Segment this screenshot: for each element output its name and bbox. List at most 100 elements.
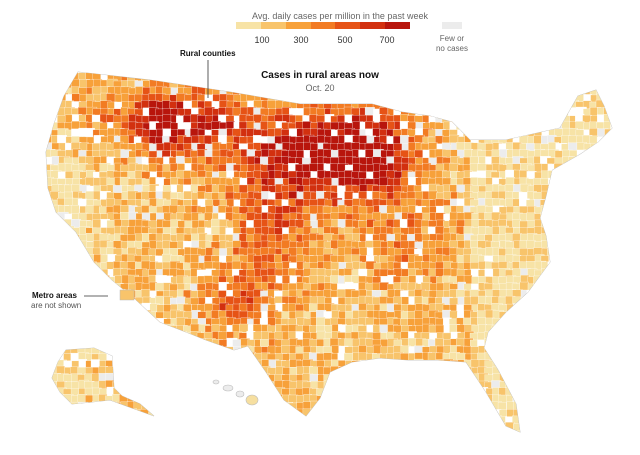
- county-cell: [52, 402, 59, 412]
- county-cell: [246, 234, 255, 243]
- county-cell: [86, 402, 95, 413]
- county-cell: [140, 348, 151, 356]
- county-cell: [610, 148, 612, 158]
- county-cell: [610, 72, 612, 76]
- county-cell: [317, 422, 328, 432]
- county-cell: [141, 415, 152, 427]
- county-cell: [421, 415, 430, 426]
- county-cell: [576, 254, 588, 266]
- county-cell: [568, 374, 579, 383]
- county-cell: [604, 101, 612, 111]
- county-cell: [589, 276, 599, 285]
- county-cell: [610, 164, 612, 173]
- county-cell: [609, 80, 612, 90]
- county-cell: [506, 86, 516, 98]
- county-cell: [547, 310, 558, 322]
- county-cell: [267, 394, 278, 405]
- county-cell: [604, 290, 612, 301]
- county-cell: [576, 268, 587, 279]
- county-cell: [323, 218, 333, 228]
- county-cell: [568, 247, 578, 257]
- county-cell: [450, 367, 460, 379]
- county-cell: [436, 374, 447, 385]
- county-cell: [155, 372, 167, 382]
- county-cell: [331, 93, 342, 104]
- county-cell: [238, 422, 248, 432]
- county-cell: [337, 423, 348, 432]
- county-cell: [379, 359, 390, 371]
- county-cell: [149, 353, 160, 364]
- county-cell: [393, 408, 405, 418]
- county-cell: [162, 338, 174, 349]
- county-cell: [233, 401, 242, 412]
- county-cell: [114, 422, 125, 432]
- county-cell: [142, 318, 152, 329]
- county-cell: [120, 373, 130, 384]
- county-cell: [191, 72, 200, 76]
- county-cell: [589, 296, 599, 307]
- county-cell: [149, 415, 160, 426]
- county-cell: [92, 302, 105, 314]
- county-cell: [547, 422, 559, 432]
- county-cell: [400, 409, 410, 419]
- county-cell: [323, 422, 335, 431]
- county-cell: [449, 100, 459, 112]
- county-cell: [554, 240, 566, 252]
- county-cell: [176, 429, 186, 432]
- county-cell: [428, 416, 440, 428]
- county-cell: [555, 232, 567, 243]
- county-cell: [46, 80, 55, 91]
- county-cell: [603, 177, 612, 187]
- county-cell: [561, 380, 571, 391]
- map-title: Cases in rural areas now: [261, 70, 379, 81]
- county-cell: [120, 409, 130, 421]
- county-cell: [226, 352, 237, 362]
- county-cell: [547, 359, 558, 370]
- county-cell: [562, 296, 572, 306]
- county-cell: [457, 388, 467, 400]
- county-cell: [568, 395, 579, 404]
- county-cell: [422, 86, 432, 97]
- county-cell: [65, 423, 75, 432]
- county-cell: [128, 337, 138, 350]
- county-cell: [134, 324, 146, 335]
- county-cell: [610, 262, 612, 272]
- county-cell: [238, 373, 250, 386]
- county-cell: [518, 387, 531, 399]
- county-cell: [379, 381, 389, 391]
- county-cell: [499, 366, 510, 377]
- county-cell: [366, 395, 378, 404]
- county-cell: [205, 72, 215, 76]
- county-cell: [141, 388, 152, 398]
- county-cell: [296, 92, 306, 102]
- county-cell: [603, 394, 612, 405]
- county-cell: [99, 339, 111, 350]
- county-cell: [547, 80, 557, 92]
- county-cell: [450, 394, 462, 405]
- county-cell: [519, 114, 531, 123]
- county-cell: [51, 401, 63, 412]
- county-cell: [569, 227, 579, 239]
- county-cell: [226, 409, 238, 419]
- county-cell: [373, 381, 385, 392]
- county-cell: [506, 122, 518, 133]
- county-cell: [506, 352, 516, 363]
- county-cell: [46, 381, 55, 391]
- county-cell: [338, 416, 349, 427]
- county-cell: [540, 290, 549, 299]
- county-cell: [127, 360, 137, 369]
- county-cell: [534, 303, 546, 313]
- county-cell: [443, 429, 454, 432]
- hawaii: [212, 379, 259, 406]
- county-cell: [457, 407, 469, 418]
- county-cell: [569, 267, 581, 277]
- county-cell: [527, 311, 537, 321]
- county-cell: [147, 380, 154, 391]
- county-cell: [610, 135, 612, 146]
- county-cell: [463, 387, 475, 397]
- county-cell: [310, 400, 322, 412]
- county-cell: [575, 184, 586, 193]
- county-cell: [428, 394, 440, 404]
- county-cell: [555, 92, 564, 103]
- county-cell: [464, 429, 474, 432]
